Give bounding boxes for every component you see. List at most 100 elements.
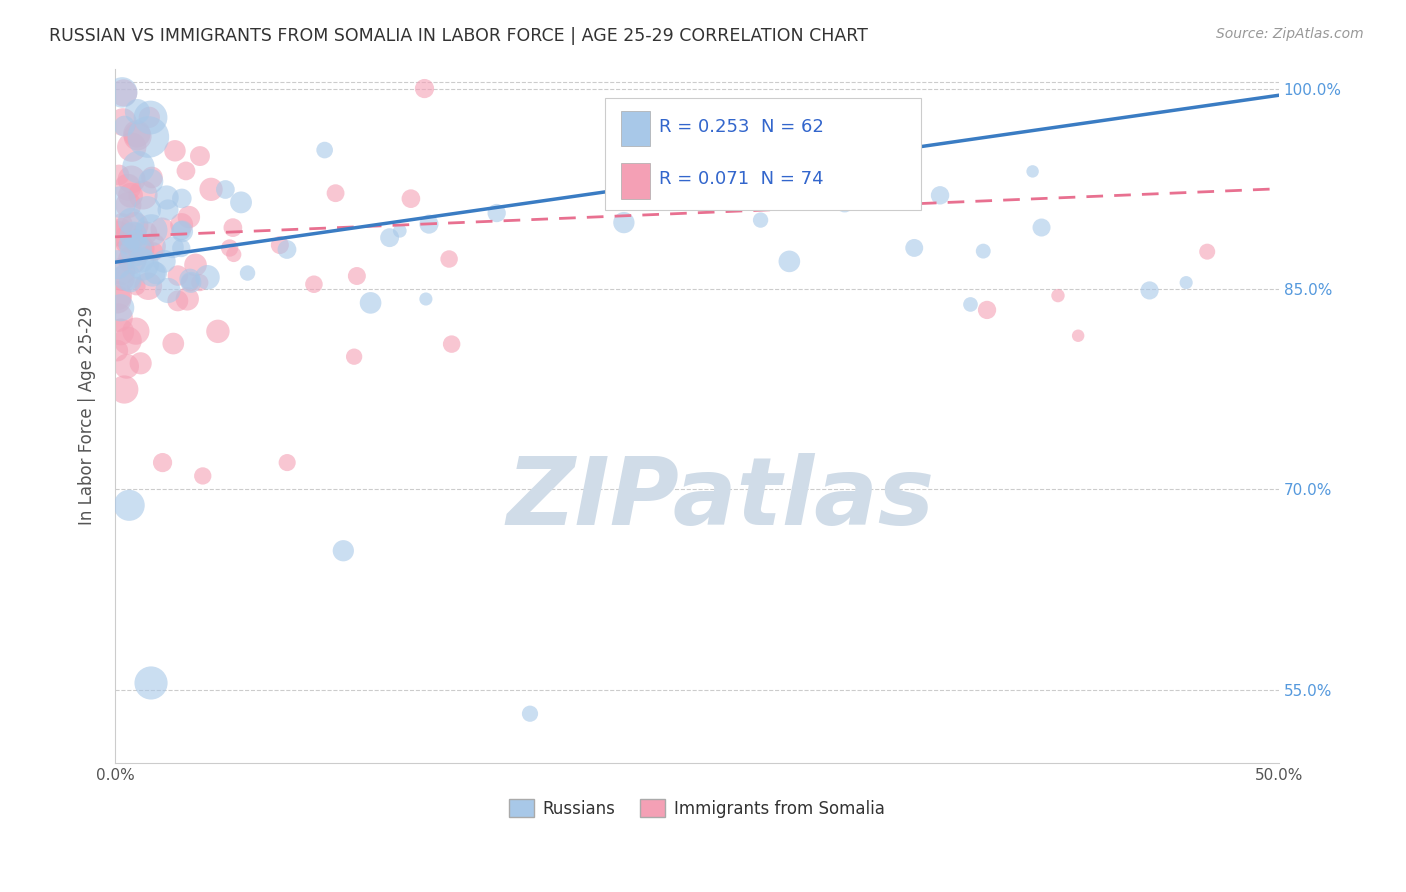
Point (139, 174, 162, 188)
Point (778, 254, 800, 268)
Point (325, 186, 347, 201)
Point (200, 182, 222, 196)
Point (332, 543, 354, 558)
Point (191, 469, 214, 483)
Point (136, 130, 159, 145)
Point (180, 276, 202, 290)
Point (834, 196, 856, 211)
Point (111, 264, 134, 278)
Point (118, 231, 141, 245)
Point (170, 224, 193, 238)
Point (111, 115, 134, 129)
Point (112, 86, 135, 100)
Point (110, 325, 132, 339)
Point (108, 168, 131, 182)
Point (141, 267, 163, 281)
Point (120, 274, 142, 288)
Point (214, 182, 236, 196)
Point (162, 336, 184, 351)
Point (125, 324, 148, 338)
Point (105, 258, 128, 272)
Point (124, 227, 146, 241)
Point (179, 272, 201, 286)
Point (959, 297, 981, 311)
Point (129, 356, 152, 370)
Point (236, 266, 259, 280)
Point (1046, 288, 1069, 302)
Point (1021, 164, 1043, 178)
Point (167, 268, 190, 283)
Point (197, 270, 219, 285)
Text: RUSSIAN VS IMMIGRANTS FROM SOMALIA IN LABOR FORCE | AGE 25-29 CORRELATION CHART: RUSSIAN VS IMMIGRANTS FROM SOMALIA IN LA… (49, 27, 868, 45)
Point (105, 288, 128, 302)
Point (440, 337, 463, 351)
Point (174, 164, 197, 178)
Point (418, 217, 440, 231)
Point (132, 258, 155, 272)
Point (141, 170, 163, 185)
Point (184, 258, 207, 272)
Point (1175, 276, 1198, 290)
Point (141, 239, 163, 253)
Point (125, 279, 148, 293)
Point (125, 244, 148, 258)
Point (111, 271, 134, 285)
Point (1139, 284, 1161, 298)
Point (162, 240, 184, 254)
Point (388, 224, 411, 238)
Point (437, 252, 460, 266)
Point (110, 195, 132, 210)
Point (156, 190, 179, 204)
Point (105, 227, 128, 241)
Point (145, 266, 167, 280)
Point (613, 216, 636, 230)
Point (415, 292, 437, 306)
Y-axis label: In Labor Force | Age 25-29: In Labor Force | Age 25-29 (79, 306, 96, 525)
Point (117, 180, 139, 194)
Point (207, 324, 229, 338)
Point (903, 241, 925, 255)
Point (132, 188, 155, 202)
Point (124, 219, 146, 233)
Point (136, 202, 159, 217)
Point (972, 244, 994, 259)
Point (172, 224, 194, 238)
Point (413, 81, 436, 95)
Text: R = 0.253  N = 62: R = 0.253 N = 62 (659, 118, 824, 136)
Point (276, 243, 298, 257)
Point (122, 228, 145, 243)
Text: ZIPatlas: ZIPatlas (506, 453, 935, 545)
Point (125, 127, 148, 141)
Point (141, 223, 163, 237)
Point (135, 226, 157, 240)
Point (177, 210, 200, 224)
Point (107, 310, 129, 325)
Point (166, 293, 188, 308)
Point (929, 188, 952, 202)
Point (1031, 220, 1053, 235)
Point (188, 276, 211, 290)
Point (121, 172, 143, 186)
Point (218, 241, 240, 255)
Point (120, 188, 142, 202)
Point (150, 222, 173, 236)
Text: R = 0.071  N = 74: R = 0.071 N = 74 (659, 170, 824, 188)
Point (115, 359, 138, 374)
Point (129, 241, 152, 255)
Point (276, 456, 298, 470)
Point (170, 218, 193, 232)
Point (136, 279, 159, 293)
Point (105, 293, 128, 307)
Point (121, 252, 143, 267)
Point (222, 220, 245, 235)
Point (343, 350, 366, 364)
Point (179, 275, 201, 289)
Point (111, 86, 134, 100)
Point (519, 706, 541, 721)
Point (485, 206, 508, 220)
Point (139, 676, 162, 690)
Point (170, 241, 193, 255)
Point (110, 220, 132, 235)
Point (131, 252, 153, 267)
Point (142, 244, 165, 259)
